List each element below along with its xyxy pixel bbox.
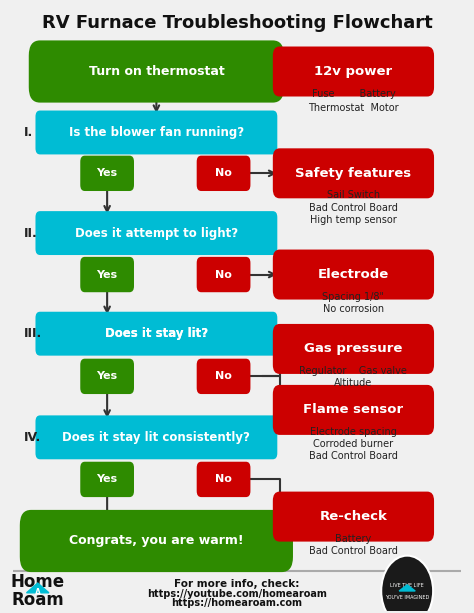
FancyBboxPatch shape — [197, 257, 250, 292]
Text: III.: III. — [24, 327, 43, 340]
FancyBboxPatch shape — [273, 47, 434, 96]
Text: Is the blower fan running?: Is the blower fan running? — [69, 126, 244, 139]
Text: Yes: Yes — [97, 474, 118, 484]
Text: Fuse        Battery: Fuse Battery — [311, 89, 395, 99]
FancyBboxPatch shape — [36, 416, 277, 459]
Text: RV Furnace Troubleshooting Flowchart: RV Furnace Troubleshooting Flowchart — [42, 13, 432, 32]
Text: Flame sensor: Flame sensor — [303, 403, 403, 416]
Text: Does it attempt to light?: Does it attempt to light? — [75, 227, 238, 240]
Text: No: No — [215, 169, 232, 178]
Text: I.: I. — [24, 126, 34, 139]
Text: Safety features: Safety features — [295, 167, 411, 180]
Polygon shape — [399, 585, 415, 591]
FancyBboxPatch shape — [197, 359, 250, 394]
FancyBboxPatch shape — [80, 462, 134, 497]
Text: High temp sensor: High temp sensor — [310, 215, 397, 225]
Text: Congrats, you are warm!: Congrats, you are warm! — [69, 535, 244, 547]
Text: Does it stay lit?: Does it stay lit? — [105, 327, 208, 340]
FancyBboxPatch shape — [273, 385, 434, 435]
FancyBboxPatch shape — [80, 156, 134, 191]
Text: No corrosion: No corrosion — [323, 304, 384, 314]
FancyBboxPatch shape — [80, 359, 134, 394]
FancyBboxPatch shape — [36, 211, 277, 255]
Text: Home: Home — [10, 573, 65, 591]
Polygon shape — [27, 583, 49, 593]
Text: Yes: Yes — [97, 371, 118, 381]
Text: Corroded burner: Corroded burner — [313, 439, 393, 449]
FancyBboxPatch shape — [36, 110, 277, 154]
FancyBboxPatch shape — [273, 324, 434, 374]
Text: Does it stay lit consistently?: Does it stay lit consistently? — [63, 431, 250, 444]
Text: No: No — [215, 474, 232, 484]
Text: No: No — [215, 270, 232, 280]
Text: Does it stay lit?: Does it stay lit? — [105, 327, 208, 340]
Text: Sail Switch: Sail Switch — [327, 191, 380, 200]
FancyBboxPatch shape — [197, 462, 250, 497]
Text: Turn on thermostat: Turn on thermostat — [89, 65, 224, 78]
Text: Re-check: Re-check — [319, 510, 387, 523]
Text: Gas pressure: Gas pressure — [304, 343, 402, 356]
Text: A: A — [35, 588, 41, 596]
Text: Electrode: Electrode — [318, 268, 389, 281]
Text: 12v power: 12v power — [314, 65, 392, 78]
FancyBboxPatch shape — [80, 257, 134, 292]
Text: Yes: Yes — [97, 270, 118, 280]
Text: Electrode spacing: Electrode spacing — [310, 427, 397, 437]
Text: YOU'VE IMAGINED: YOU'VE IMAGINED — [385, 595, 429, 600]
Text: No: No — [215, 371, 232, 381]
Text: Roam: Roam — [11, 591, 64, 609]
Text: Regulator    Gas valve: Regulator Gas valve — [300, 366, 407, 376]
Text: IV.: IV. — [24, 431, 42, 444]
Text: https://youtube.com/homearoam: https://youtube.com/homearoam — [147, 589, 327, 599]
Text: LIVE THE LIFE: LIVE THE LIFE — [390, 583, 424, 588]
Text: For more info, check:: For more info, check: — [174, 579, 300, 589]
FancyBboxPatch shape — [273, 148, 434, 199]
Text: Bad Control Board: Bad Control Board — [309, 202, 398, 213]
Text: Yes: Yes — [97, 169, 118, 178]
Text: Battery: Battery — [335, 534, 372, 544]
Text: Thermostat  Motor: Thermostat Motor — [308, 103, 399, 113]
FancyBboxPatch shape — [29, 40, 284, 102]
FancyBboxPatch shape — [197, 156, 250, 191]
Circle shape — [381, 555, 433, 613]
FancyBboxPatch shape — [273, 492, 434, 542]
Text: Bad Control Board: Bad Control Board — [309, 451, 398, 462]
Text: Bad Control Board: Bad Control Board — [309, 546, 398, 556]
FancyBboxPatch shape — [36, 312, 277, 356]
Text: Spacing 1/8": Spacing 1/8" — [322, 292, 384, 302]
FancyBboxPatch shape — [273, 249, 434, 300]
Text: Altitude: Altitude — [334, 378, 373, 388]
Text: II.: II. — [24, 227, 38, 240]
Text: https://homearoam.com: https://homearoam.com — [172, 598, 302, 608]
FancyBboxPatch shape — [20, 510, 293, 572]
